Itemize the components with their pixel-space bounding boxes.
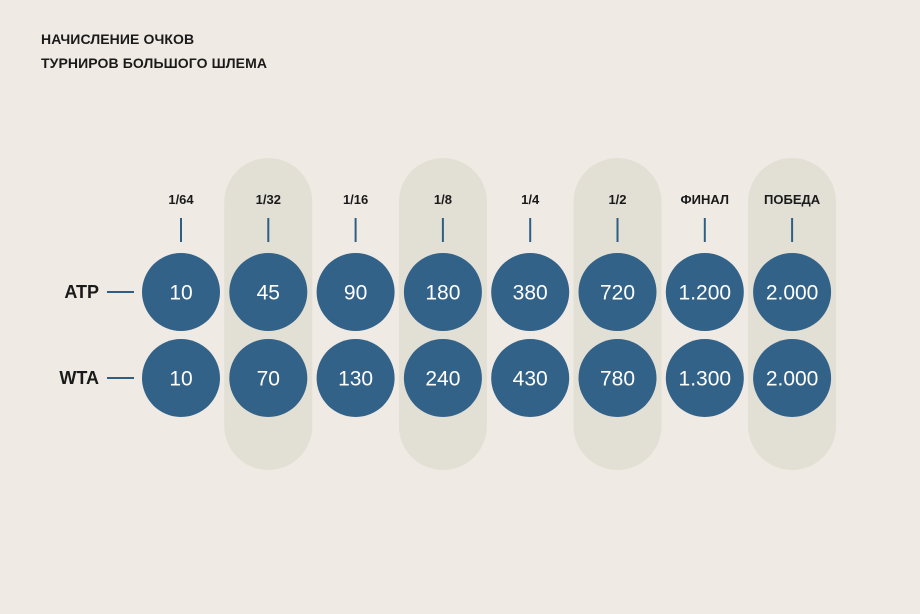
bubble-wta-1: [229, 339, 308, 417]
bubbles: 10 45 90 180 380 720 1.200 2.000 10 70 130 240 430 78…: [142, 253, 832, 417]
bubble-value-atp-7: 2.000: [766, 282, 819, 305]
bubble-wta-2: [316, 339, 395, 417]
bubble-atp-5: [578, 253, 657, 331]
bubble-value-atp-1: 45: [257, 282, 280, 305]
bubble-value-wta-0: 10: [169, 368, 192, 391]
bubble-value-wta-7: 2.000: [766, 368, 819, 391]
stage-label-1: 1/32: [256, 192, 281, 207]
stage-label-3: 1/8: [434, 192, 452, 207]
stage-labels: 1/64 1/32 1/16 1/8 1/4 1/2 ФИНАЛ ПОБЕДА: [168, 192, 820, 207]
stage-label-5: 1/2: [608, 192, 626, 207]
bubble-atp-0: [142, 253, 220, 331]
bubble-value-wta-3: 240: [425, 368, 460, 391]
bubble-value-atp-5: 720: [600, 282, 635, 305]
stage-label-4: 1/4: [521, 192, 540, 207]
stage-label-0: 1/64: [168, 192, 194, 207]
stage-ticks: [180, 218, 794, 242]
bubble-wta-6: [665, 339, 744, 417]
bubble-value-wta-6: 1.300: [679, 368, 732, 391]
bubble-wta-0: [142, 339, 220, 417]
row-label-wta: WTA: [59, 368, 99, 388]
row-label-atp: ATP: [64, 282, 99, 302]
row-labels: ATP WTA: [59, 282, 134, 388]
chart-title: НАЧИСЛЕНИЕ ОЧКОВ ТУРНИРОВ БОЛЬШОГО ШЛЕМА: [41, 27, 267, 75]
bubble-atp-1: [229, 253, 308, 331]
bubble-wta-3: [403, 339, 482, 417]
bubble-value-atp-4: 380: [513, 282, 548, 305]
bubble-atp-4: [491, 253, 570, 331]
bubble-atp-3: [403, 253, 482, 331]
bubble-value-atp-2: 90: [344, 282, 367, 305]
chart-title-line-1: НАЧИСЛЕНИЕ ОЧКОВ: [41, 31, 195, 47]
bubble-atp-2: [316, 253, 395, 331]
bubble-wta-4: [491, 339, 570, 417]
bubble-value-wta-2: 130: [338, 368, 373, 391]
bubble-value-atp-3: 180: [425, 282, 460, 305]
bubble-value-atp-6: 1.200: [679, 282, 732, 305]
bubble-value-wta-1: 70: [257, 368, 280, 391]
bubble-atp-6: [665, 253, 744, 331]
stage-label-6: ФИНАЛ: [681, 192, 730, 207]
stage-label-7: ПОБЕДА: [764, 192, 821, 207]
chart-title-line-2: ТУРНИРОВ БОЛЬШОГО ШЛЕМА: [41, 55, 268, 71]
bubble-wta-5: [578, 339, 657, 417]
bubble-wta-7: [753, 339, 832, 417]
stage-label-2: 1/16: [343, 192, 368, 207]
bubble-value-atp-0: 10: [169, 282, 192, 305]
bubble-value-wta-5: 780: [600, 368, 635, 391]
bubble-value-wta-4: 430: [513, 368, 548, 391]
bubble-atp-7: [753, 253, 832, 331]
